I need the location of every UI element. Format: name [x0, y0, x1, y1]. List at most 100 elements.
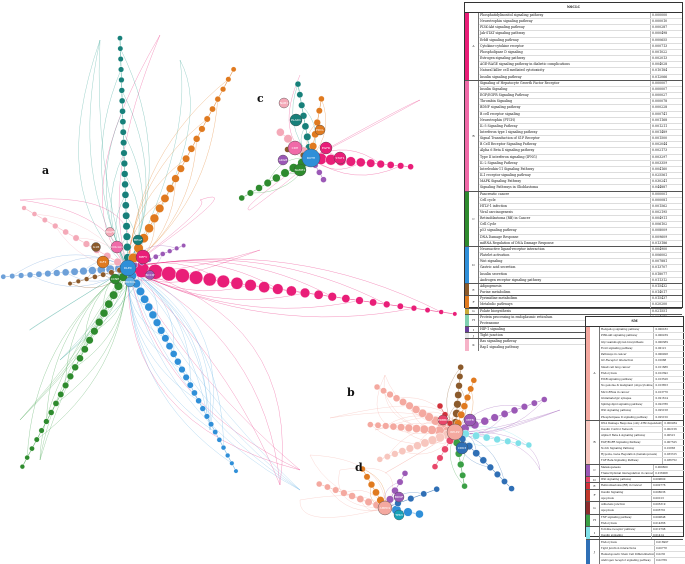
gene-node — [380, 387, 387, 395]
gene-node — [383, 300, 391, 308]
table-row: DNA Damage Response 0.009609 — [479, 234, 682, 241]
gene-node — [85, 336, 94, 345]
hub-label: MEGF — [134, 238, 143, 242]
network-diagram: DLEC MEFV COL1A1 IGF2 PIK3CG CCNE MEGF IL1B BCCI… — [0, 34, 561, 521]
table-row: Apoptosis 0.00123 — [600, 495, 683, 501]
gene-node — [318, 95, 325, 103]
hub-label: IGF2 — [100, 260, 107, 264]
cross-edge — [127, 267, 281, 486]
gene-node — [420, 438, 430, 448]
gene-node — [157, 326, 166, 335]
gene-node — [461, 482, 468, 490]
gene-node — [43, 418, 50, 425]
gene-node — [216, 274, 230, 288]
pathway-name: HTLV-1 infection — [479, 203, 651, 209]
pathway-name: B cell receptor signaling — [479, 111, 651, 117]
gene-node — [386, 390, 394, 399]
arm-edge — [454, 399, 545, 433]
gene-node — [397, 423, 406, 432]
gene-node — [436, 402, 444, 410]
gene-node — [182, 154, 190, 163]
gene-node — [149, 213, 160, 223]
table-row: B Cell Receptor Signaling Pathway 0.00204… — [479, 142, 682, 149]
pathway-name: Neurotrophin (PTCH) — [479, 117, 651, 123]
p-value: 0.009600 — [653, 478, 666, 481]
table-group: A Phosphatidylinositol signaling pathway 0… — [465, 13, 682, 81]
pathway-name: Purine metabolism — [479, 290, 651, 296]
gene-node — [193, 135, 201, 143]
group-code: D — [590, 477, 600, 483]
table-group: D Wnt signaling pathway 0.009600 — [586, 477, 683, 484]
gene-node — [501, 478, 508, 485]
hub-label: STAT1 — [335, 156, 344, 160]
p-value: 0.002156 — [664, 428, 677, 431]
gene-node — [244, 279, 257, 292]
p-value: 0.001211 — [652, 123, 668, 128]
p-value: 0.011686 — [655, 365, 668, 369]
pathway-name: Neurotrophin signaling pathway — [479, 19, 651, 25]
pathway-name: Insulin signaling — [600, 533, 652, 539]
gene-node — [438, 309, 444, 315]
gene-node — [403, 507, 413, 517]
group-color-bar — [586, 502, 590, 514]
gene-node — [90, 327, 99, 336]
table-row: Signaling Pathways in Glioblastoma 0.0448… — [479, 185, 682, 191]
gene-node — [0, 273, 7, 280]
gene-node — [459, 471, 467, 479]
gene-node — [470, 377, 478, 384]
cross-edge — [127, 267, 211, 431]
hub-label: MITB — [466, 418, 473, 422]
cross-edge — [127, 267, 301, 491]
cross-edge — [29, 267, 129, 331]
gene-node — [104, 299, 114, 309]
gene-node — [298, 101, 306, 109]
gene-node — [75, 278, 81, 284]
table-row: Retinoblastoma (RB) in Cancer 0.002776 — [600, 483, 683, 489]
gene-node — [53, 269, 61, 277]
gene-node — [176, 164, 185, 173]
gene-node — [48, 409, 55, 416]
gene-node — [457, 364, 464, 371]
gene-node — [182, 373, 190, 381]
hub-label: IL1B — [93, 245, 100, 249]
hub-label: AMPD1 — [380, 506, 391, 510]
group-code: G — [590, 502, 600, 514]
group-code: C — [590, 464, 600, 476]
table-row: Alpha 6 Beta 4 signaling pathway 0.002173 — [479, 148, 682, 155]
gene-node — [525, 441, 533, 449]
p-value: 0.012066 — [652, 74, 668, 79]
gene-node — [383, 453, 391, 461]
pathway-name: Glutamatergic synapse — [600, 395, 655, 401]
gene-node — [88, 266, 97, 275]
gene-node — [109, 290, 119, 300]
gene-node — [424, 307, 431, 313]
hub-node — [124, 276, 136, 288]
group-color-bar — [465, 80, 469, 191]
group-color-bar — [586, 483, 590, 489]
table-row: MicroRNAs in cancer 0.013776 — [600, 389, 685, 396]
gene-node — [186, 381, 194, 389]
gene-node — [407, 495, 415, 503]
table-row: Phospholipase D signaling pathway 0.02515… — [600, 414, 685, 420]
gene-node — [332, 486, 340, 494]
pathway-name: FoxO signaling pathway — [600, 345, 655, 351]
panel-label-c: c — [257, 92, 264, 105]
gene-node — [52, 400, 60, 407]
gene-node — [144, 302, 154, 312]
panel-label-d: d — [355, 461, 363, 474]
p-value: 0.004900 — [652, 246, 668, 251]
table-row: Endocytosis 0.014366 — [600, 520, 683, 526]
p-value: 0.002044 — [652, 142, 668, 147]
pathway-name: Insulin Signaling — [479, 86, 651, 93]
gene-node — [356, 157, 366, 168]
gene-node — [167, 248, 173, 254]
gene-node — [436, 454, 444, 462]
p-value: 0.002173 — [652, 148, 668, 153]
table-row: Notch Signaling Pathway 0.01883 — [600, 445, 685, 452]
pathway-name: Wnt signaling pathway — [600, 408, 655, 414]
nsclc-pathway-table: NSCLC A Phosphatidylinositol signaling pat… — [464, 2, 683, 351]
table-title: NSCLC — [465, 3, 682, 13]
gene-node — [479, 456, 487, 464]
p-value: 0.004160 — [652, 166, 668, 171]
table-row: Neurotrophin signaling pathway 0.000010 — [479, 19, 682, 26]
